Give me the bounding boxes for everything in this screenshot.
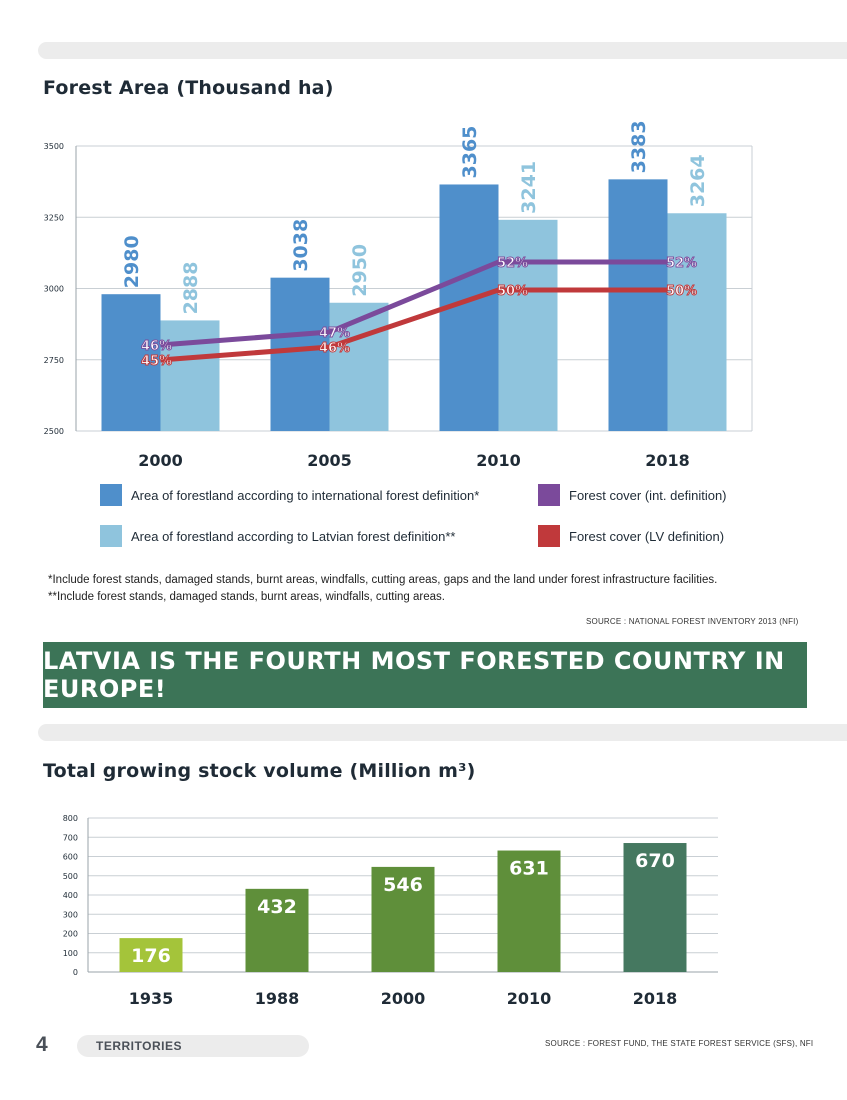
section-tab <box>77 1035 309 1057</box>
cover-line <box>160 287 668 363</box>
bar <box>608 179 668 431</box>
chart1-title: Forest Area (Thousand ha) <box>43 77 334 99</box>
y-tick-label: 3250 <box>44 213 64 222</box>
legend-label: Forest cover (LV definition) <box>569 528 725 544</box>
cover-label: 45% <box>141 354 172 369</box>
y-tick-label: 700 <box>63 833 78 842</box>
bar <box>667 213 727 431</box>
bar <box>270 277 330 431</box>
bar-value-label: 176 <box>131 945 171 967</box>
legend-swatch <box>538 525 560 547</box>
bar-value-label: 2980 <box>121 235 143 288</box>
bar <box>101 294 161 431</box>
x-tick-label: 2000 <box>381 989 426 1008</box>
x-tick-label: 2018 <box>633 989 678 1008</box>
legend-item-int-cover: Forest cover (int. definition) <box>538 484 727 506</box>
legend-item-lv-area: Area of forestland according to Latvian … <box>100 525 455 547</box>
legend-swatch <box>100 484 122 506</box>
chart1-footnotes: *Include forest stands, damaged stands, … <box>48 572 717 606</box>
bar <box>119 938 183 972</box>
y-tick-label: 600 <box>63 853 78 862</box>
cover-label: 50% <box>666 284 697 299</box>
bar <box>498 219 558 431</box>
x-tick-label: 1935 <box>129 989 174 1008</box>
cover-label: 50% <box>497 284 528 299</box>
legend-item-lv-cover: Forest cover (LV definition) <box>538 525 724 547</box>
bar-value-label: 3038 <box>290 219 312 272</box>
x-tick-label: 2010 <box>476 451 521 470</box>
bar-value-label: 546 <box>383 874 423 896</box>
legend-swatch <box>100 525 122 547</box>
x-tick-label: 1988 <box>255 989 300 1008</box>
bar <box>245 888 309 972</box>
bar-value-label: 3241 <box>518 161 540 214</box>
bar-value-label: 2950 <box>349 244 371 297</box>
page-number: 4 <box>36 1033 48 1056</box>
chart1-source: SOURCE : NATIONAL FOREST INVENTORY 2013 … <box>586 617 799 626</box>
y-tick-label: 400 <box>63 891 78 900</box>
bar <box>497 850 561 972</box>
x-tick-label: 2000 <box>138 451 183 470</box>
y-tick-label: 200 <box>63 930 78 939</box>
section-stripe <box>38 724 847 741</box>
y-tick-label: 0 <box>73 968 78 977</box>
y-tick-label: 3000 <box>44 285 64 294</box>
cover-label: 52% <box>497 256 528 271</box>
x-tick-label: 2018 <box>645 451 690 470</box>
x-tick-label: 2005 <box>307 451 352 470</box>
legend-label: Forest cover (int. definition) <box>569 487 727 503</box>
legend-item-int-area: Area of forestland according to internat… <box>100 484 479 506</box>
section-tab-label: TERRITORIES <box>96 1039 182 1053</box>
bar-value-label: 631 <box>509 858 549 880</box>
bar-value-label: 3383 <box>628 120 650 173</box>
bar-value-label: 432 <box>257 896 297 918</box>
bar <box>329 302 389 431</box>
bar <box>623 843 687 972</box>
y-tick-label: 500 <box>63 872 78 881</box>
cover-label: 52% <box>666 256 697 271</box>
cover-label: 46% <box>141 339 172 354</box>
legend-label: Area of forestland according to Latvian … <box>131 528 456 544</box>
header-stripe <box>38 42 847 59</box>
chart2-title: Total growing stock volume (Million m³) <box>43 760 476 782</box>
x-tick-label: 2010 <box>507 989 552 1008</box>
forest-area-chart: 2500 2750 3000 3250 3500 2980 2888 2000 3038 2950… <box>44 120 753 470</box>
bar-value-label: 670 <box>635 850 675 872</box>
y-tick-label: 2750 <box>44 356 64 365</box>
cover-label: 47% <box>319 326 350 341</box>
y-tick-label: 2500 <box>44 427 64 436</box>
y-tick-label: 800 <box>63 814 78 823</box>
chart2-source: SOURCE : FOREST FUND, THE STATE FOREST S… <box>545 1039 814 1048</box>
bar-value-label: 3365 <box>459 126 481 179</box>
legend-label: Area of forestland according to internat… <box>131 487 480 503</box>
growing-stock-chart: 0 100 200 300 400 500 600 700 800 176 1935 432 1988 5… <box>63 814 718 1008</box>
footnote-international: *Include forest stands, damaged stands, … <box>48 574 718 586</box>
y-tick-label: 3500 <box>44 142 64 151</box>
cover-line <box>160 259 668 348</box>
y-tick-label: 300 <box>63 910 78 919</box>
footnote-latvian: **Include forest stands, damaged stands,… <box>48 591 445 603</box>
legend-swatch <box>538 484 560 506</box>
highlight-banner: LATVIA IS THE FOURTH MOST FORESTED COUNT… <box>43 642 807 708</box>
y-tick-label: 100 <box>63 949 78 958</box>
cover-label: 46% <box>319 341 350 356</box>
bar-value-label: 2888 <box>180 262 202 315</box>
bar-value-label: 3264 <box>687 154 709 207</box>
bar <box>371 866 435 972</box>
